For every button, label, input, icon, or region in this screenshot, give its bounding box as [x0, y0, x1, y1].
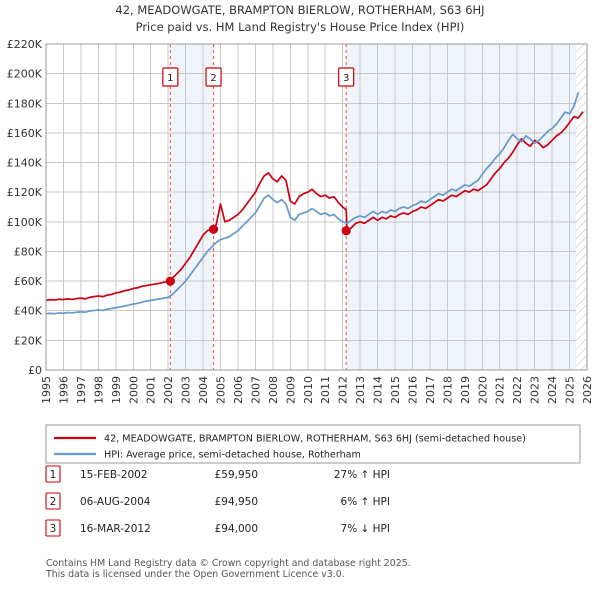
x-axis-tick-label: 2005: [215, 376, 228, 404]
x-axis-tick-label: 2010: [302, 376, 315, 404]
legend-label: HPI: Average price, semi-detached house,…: [104, 450, 361, 461]
event-marker-number: 2: [210, 73, 216, 84]
legend-label: 42, MEADOWGATE, BRAMPTON BIERLOW, ROTHER…: [104, 434, 526, 445]
x-axis-tick-label: 2015: [389, 376, 402, 404]
transaction-price: £59,950: [215, 469, 258, 481]
x-axis-tick-label: 2001: [145, 376, 158, 404]
x-axis-tick-label: 2026: [581, 376, 594, 404]
y-axis-tick-labels: £0 £20K £40K £60K £80K £100K £120K £140K £160K £1…: [7, 38, 43, 377]
plot-frame: [45, 43, 588, 371]
x-axis-tick-label: 2023: [529, 376, 542, 404]
x-axis-tick-label: 2021: [494, 376, 507, 404]
highlight-band: [170, 44, 214, 370]
footer-line-2: This data is licensed under the Open Gov…: [45, 569, 345, 580]
x-axis-tick-label: 2019: [459, 376, 472, 404]
transaction-index-box[interactable]: [45, 492, 61, 510]
x-axis-tick-label: 2016: [406, 376, 419, 404]
series-line: [46, 111, 584, 302]
event-marker-lines: [169, 44, 347, 370]
transaction-price: £94,950: [215, 496, 258, 508]
transactions-table: 1 15-FEB-2002 £59,950 27% ↑ HPI 2 06-AUG-2004…: [45, 465, 390, 537]
series-line: [46, 92, 580, 315]
event-marker-number: 1: [167, 73, 173, 84]
x-axis-tick-label: 2000: [127, 376, 140, 404]
x-axis-tick-label: 2003: [180, 376, 193, 404]
x-axis-tick-label: 2008: [267, 376, 280, 404]
chart-subtitle: Price paid vs. HM Land Registry's House …: [136, 20, 465, 34]
transaction-hpi-delta: 7% ↓ HPI: [341, 523, 390, 535]
x-axis-tick-label: 2006: [232, 376, 245, 404]
transaction-date: 16-MAR-2012: [80, 523, 151, 535]
x-axis-tick-label: 2014: [372, 376, 385, 404]
x-axis-tick-label: 2011: [319, 376, 332, 404]
x-axis-tick-label: 2020: [476, 376, 489, 404]
transaction-index: 3: [50, 523, 57, 535]
x-axis-tick-label: 2009: [284, 376, 297, 404]
x-axis-tick-label: 1997: [75, 376, 88, 404]
x-axis-tick-label: 2004: [197, 376, 210, 404]
x-axis-tick-label: 2025: [564, 376, 577, 404]
event-marker-dot: [208, 224, 219, 234]
transaction-index: 1: [50, 469, 57, 481]
transaction-price: £94,000: [215, 523, 258, 535]
highlight-band: [346, 44, 587, 370]
x-axis-tick-label: 1999: [110, 376, 123, 404]
y-axis-tick-label: £80K: [14, 245, 43, 258]
y-axis-tick-label: £60K: [14, 275, 43, 288]
transaction-index-box[interactable]: [45, 519, 61, 537]
event-marker-dots: [165, 224, 351, 286]
event-marker-box[interactable]: [338, 67, 355, 87]
transaction-hpi-delta: 27% ↑ HPI: [334, 469, 390, 481]
x-axis-tick-label: 1998: [92, 376, 105, 404]
x-axis-tick-label: 2013: [354, 376, 367, 404]
x-axis-tick-label: 2024: [546, 376, 559, 404]
y-axis-tick-label: £220K: [7, 38, 43, 51]
y-axis-tick-label: £0: [28, 364, 42, 377]
x-axis-tick-label: 2007: [249, 376, 262, 404]
transaction-date: 06-AUG-2004: [80, 496, 151, 508]
transaction-date: 15-FEB-2002: [80, 469, 148, 481]
y-axis-tick-label: £120K: [7, 186, 43, 199]
y-axis-tick-label: £20K: [14, 334, 43, 347]
legend: 42, MEADOWGATE, BRAMPTON BIERLOW, ROTHER…: [54, 434, 526, 461]
x-axis-tick-label: 2002: [162, 376, 175, 404]
future-region-hatch: [576, 44, 587, 370]
x-axis-tick-label: 2017: [424, 376, 437, 404]
y-axis-tick-label: £160K: [7, 127, 43, 140]
event-marker-number: 3: [343, 73, 349, 84]
chart-title: 42, MEADOWGATE, BRAMPTON BIERLOW, ROTHER…: [115, 3, 484, 17]
event-marker-boxes: 1 2 3: [162, 67, 355, 87]
x-axis-tick-labels: 1995 1996 1997 1998 1999 2000 2001 2002 2003 2004…: [40, 376, 594, 404]
series-lines: [46, 92, 584, 315]
event-marker-box[interactable]: [205, 67, 222, 87]
x-axis-tick-label: 2018: [441, 376, 454, 404]
y-axis-tick-label: £140K: [7, 157, 43, 170]
footer-line-1: Contains HM Land Registry data © Crown c…: [46, 558, 411, 569]
transaction-hpi-delta: 6% ↑ HPI: [341, 496, 390, 508]
transaction-index: 2: [50, 496, 57, 508]
x-axis-tick-label: 2022: [511, 376, 524, 404]
legend-box: [45, 424, 581, 464]
y-axis-tick-label: £40K: [14, 305, 43, 318]
y-axis-tick-label: £100K: [7, 216, 43, 229]
transaction-index-box[interactable]: [45, 465, 61, 483]
y-axis-tick-label: £200K: [7, 68, 43, 81]
event-marker-box[interactable]: [162, 67, 179, 87]
x-axis-tick-label: 1995: [40, 376, 53, 404]
event-marker-dot: [165, 276, 175, 286]
event-marker-dot: [341, 226, 351, 236]
highlight-bands: [170, 44, 587, 370]
x-axis-tick-label: 1996: [57, 376, 70, 404]
x-axis-tick-label: 2012: [337, 376, 350, 404]
y-axis-tick-label: £180K: [7, 97, 43, 110]
